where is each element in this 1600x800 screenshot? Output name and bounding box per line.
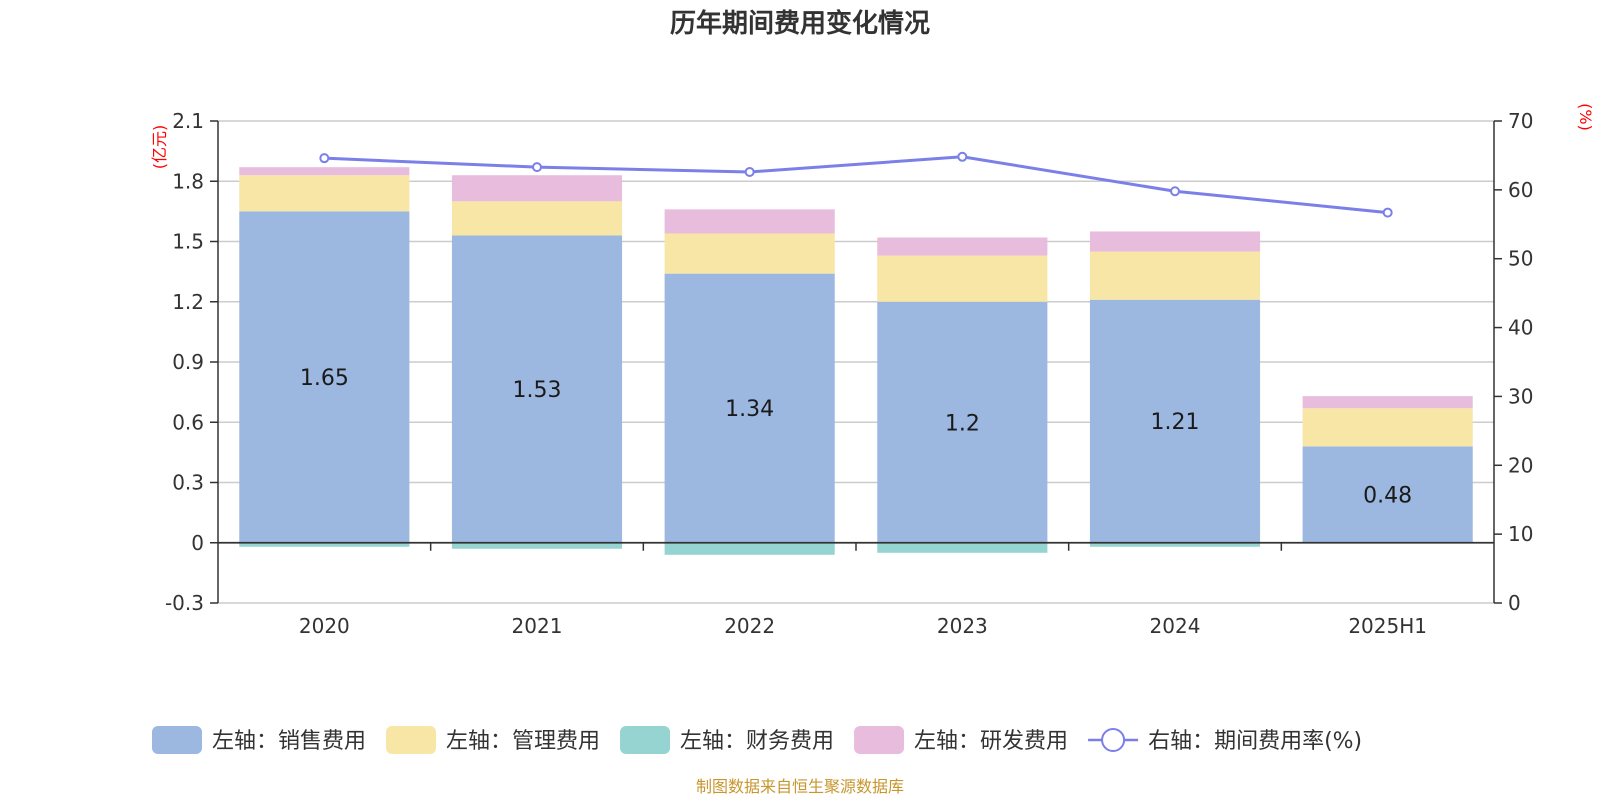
bar-segment [877,542,1048,553]
left-tick-label: 1.2 [172,290,204,314]
bar-segment [1089,542,1261,547]
x-tick-label: 2021 [512,614,563,638]
rate-point [744,166,755,177]
bar-segment [1302,396,1473,409]
left-tick-label: 1.5 [172,230,204,254]
legend-label: 左轴：销售费用 [212,729,366,754]
x-tick-label: 2020 [299,614,350,638]
bar-segment [239,542,410,547]
x-tick-label: 2024 [1150,614,1201,638]
legend: 左轴：销售费用 左轴：管理费用 左轴：财务费用 左轴：研发费用 右轴：期间费用率(%) [152,726,1362,754]
bar-value-label: 1.53 [513,378,562,403]
data-labels: 1.65 1.53 1.34 1.2 1.21 0.48 [300,366,1412,508]
bar-segment [1089,299,1261,543]
chart-title: 历年期间费用变化情况 [670,8,930,39]
bar-segment [239,211,410,543]
bar-segment [1089,251,1261,300]
bar-segment [451,175,623,202]
left-tick-label: -0.3 [165,591,204,615]
bar-segment [239,167,410,176]
bar-value-label: 1.34 [725,397,774,422]
left-tick-label: 0.6 [172,410,204,434]
rate-point [957,151,968,162]
bar-value-label: 0.48 [1363,484,1412,509]
right-tick-label: 10 [1508,522,1533,546]
bar-segment [1089,231,1261,252]
bar-segment [664,542,835,555]
bar-segment [664,273,835,543]
left-axis-unit: (亿元) [150,125,169,170]
bar-value-label: 1.21 [1151,410,1200,435]
left-tick-label: 0.3 [172,471,204,495]
bar-segment [1302,446,1473,543]
rate-line [324,155,1388,215]
bar-value-label: 1.65 [300,366,349,391]
bar-segment [239,175,410,212]
bar-segment [877,237,1048,256]
right-tick-label: 30 [1508,384,1533,408]
bar-layer [239,167,1473,555]
x-tick-label: 2022 [724,614,775,638]
left-tick-label: 1.8 [172,169,204,193]
legend-label: 左轴：管理费用 [446,729,600,754]
rate-point [1170,186,1180,197]
line-layer [319,151,1393,218]
legend-swatch [854,726,905,754]
legend-swatch [386,726,437,754]
legend-label: 右轴：期间费用率(%) [1148,729,1362,754]
left-tick-label: 0.9 [172,350,204,374]
bar-segment [664,209,835,234]
x-tick-label: 2025H1 [1348,614,1427,638]
rate-point [532,162,542,173]
legend-label: 左轴：财务费用 [680,729,834,754]
axes: -0.3 0 0.3 0.6 0.9 1.2 1.5 1.8 2.1 0 10 20 30 40 50 60 7… [165,109,1533,638]
rate-point [319,153,330,164]
right-tick-label: 40 [1508,316,1533,340]
right-tick-label: 70 [1508,109,1533,133]
left-tick-label: 0 [191,531,204,555]
right-tick-label: 60 [1508,178,1533,202]
right-tick-label: 50 [1508,247,1533,271]
right-tick-label: 0 [1508,591,1521,615]
bar-segment [451,542,623,549]
right-tick-label: 20 [1508,453,1533,477]
legend-label: 左轴：研发费用 [914,729,1068,754]
bar-value-label: 1.2 [945,411,980,436]
bar-segment [451,235,623,543]
x-tick-label: 2023 [937,614,988,638]
bar-segment [664,233,835,274]
source-note: 制图数据来自恒生聚源数据库 [696,777,904,796]
bar-segment [877,301,1048,543]
bar-segment [451,201,623,236]
legend-marker [1101,728,1126,752]
right-axis-unit: (%) [1576,103,1595,131]
legend-swatch [620,726,671,754]
legend-swatch [152,726,202,754]
bar-segment [877,255,1048,302]
left-tick-label: 2.1 [172,109,204,133]
rate-point [1382,207,1393,218]
bar-segment [1302,408,1473,447]
